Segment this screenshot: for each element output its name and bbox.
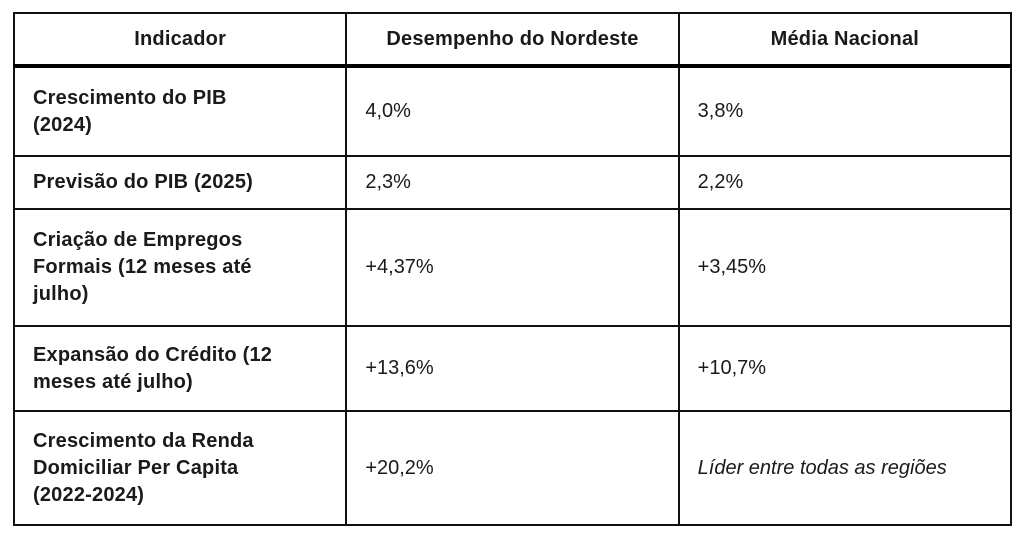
nacional-value-cell: 3,8% bbox=[677, 65, 1013, 157]
nacional-value-cell: Líder entre todas as regiões bbox=[677, 410, 1013, 526]
nacional-value-cell: +3,45% bbox=[677, 208, 1013, 327]
table-row: Expansão do Crédito (12 meses até julho)… bbox=[12, 325, 1013, 412]
nordeste-value-cell: 4,0% bbox=[345, 65, 680, 157]
nacional-value-cell: 2,2% bbox=[677, 155, 1013, 210]
nordeste-value-cell: 2,3% bbox=[345, 155, 680, 210]
table-row: Crescimento da Renda Domiciliar Per Capi… bbox=[12, 410, 1013, 526]
column-header-media-nacional: Média Nacional bbox=[677, 12, 1013, 68]
nacional-value-cell: +10,7% bbox=[677, 325, 1013, 412]
indicator-cell: Criação de Empregos Formais (12 meses at… bbox=[12, 208, 348, 327]
column-header-indicador: Indicador bbox=[12, 12, 348, 68]
indicator-cell: Expansão do Crédito (12 meses até julho) bbox=[12, 325, 348, 412]
indicator-cell: Previsão do PIB (2025) bbox=[12, 155, 348, 210]
indicators-table: Indicador Desempenho do Nordeste Média N… bbox=[12, 12, 1013, 526]
column-header-desempenho-nordeste: Desempenho do Nordeste bbox=[345, 12, 680, 68]
table-row: Previsão do PIB (2025) 2,3% 2,2% bbox=[12, 155, 1013, 210]
nordeste-value-cell: +13,6% bbox=[345, 325, 680, 412]
indicator-cell: Crescimento da Renda Domiciliar Per Capi… bbox=[12, 410, 348, 526]
indicator-cell: Crescimento do PIB (2024) bbox=[12, 65, 348, 157]
header-row: Indicador Desempenho do Nordeste Média N… bbox=[12, 12, 1013, 68]
nordeste-value-cell: +20,2% bbox=[345, 410, 680, 526]
table-row: Criação de Empregos Formais (12 meses at… bbox=[12, 208, 1013, 327]
nordeste-value-cell: +4,37% bbox=[345, 208, 680, 327]
table-row: Crescimento do PIB (2024) 4,0% 3,8% bbox=[12, 65, 1013, 157]
indicators-table-container: Indicador Desempenho do Nordeste Média N… bbox=[12, 12, 1013, 526]
